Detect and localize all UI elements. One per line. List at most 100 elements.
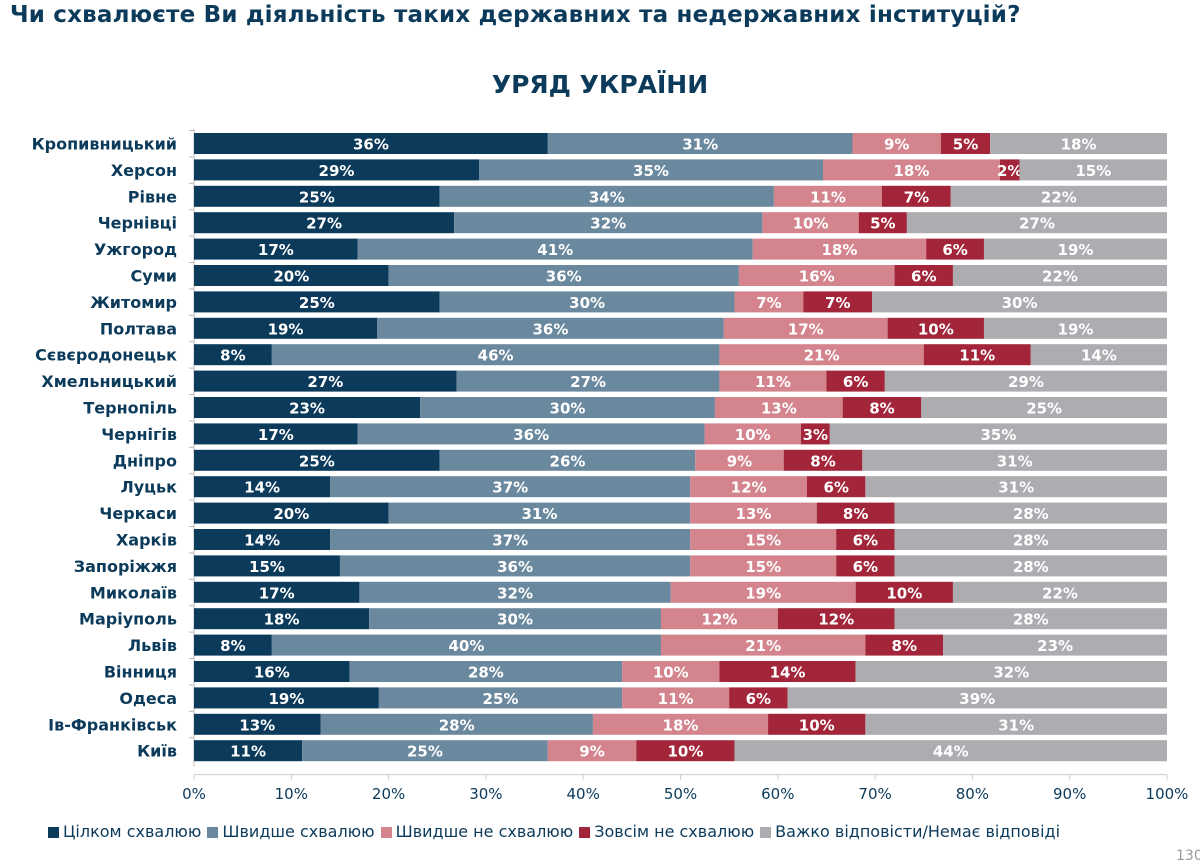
- legend-item: Цілком схвалюю: [48, 822, 201, 841]
- bar-segment: [855, 661, 1167, 682]
- data-label: 27%: [307, 373, 343, 391]
- bar-segment: [894, 502, 1167, 524]
- x-tick-label: 10%: [275, 785, 308, 803]
- data-label: 5%: [870, 215, 895, 233]
- bar-segment: [865, 634, 944, 656]
- data-label: 26%: [550, 452, 586, 470]
- bar-segment: [865, 476, 1167, 498]
- data-label: 10%: [653, 664, 689, 682]
- bar-segment: [800, 423, 830, 445]
- bar-segment: [479, 159, 824, 181]
- bar-segment: [906, 212, 1167, 234]
- data-label: 14%: [1081, 347, 1117, 365]
- data-label: 31%: [682, 136, 718, 154]
- bar-segment: [194, 740, 303, 762]
- data-label: 6%: [823, 479, 848, 497]
- category-label: Чернівці: [98, 214, 177, 233]
- data-label: 28%: [468, 664, 504, 682]
- category-label: Львів: [128, 636, 177, 655]
- bar-segment: [704, 423, 801, 445]
- data-label: 23%: [1037, 637, 1073, 655]
- bar-segment: [777, 608, 895, 630]
- bar-segment: [858, 212, 907, 234]
- data-label: 19%: [745, 584, 781, 602]
- data-label: 25%: [299, 452, 335, 470]
- x-tick-label: 20%: [372, 785, 405, 803]
- category-label: Сєвєродонецьк: [35, 346, 177, 365]
- data-label: 37%: [492, 479, 528, 497]
- data-label: 20%: [273, 505, 309, 523]
- data-label: 36%: [546, 268, 582, 286]
- bar-segment: [881, 185, 951, 207]
- data-label: 20%: [273, 268, 309, 286]
- bar-segment: [194, 397, 421, 418]
- bar-segment: [456, 370, 720, 392]
- bar-segment: [439, 449, 696, 471]
- data-label: 28%: [1013, 611, 1049, 629]
- category-label: Полтава: [100, 319, 177, 338]
- x-tick-label: 50%: [664, 785, 697, 803]
- data-label: 17%: [258, 426, 294, 444]
- data-label: 8%: [810, 452, 835, 470]
- bar-segment: [592, 713, 769, 735]
- data-label: 10%: [799, 716, 835, 734]
- category-label: Луцьк: [120, 478, 177, 497]
- x-tick-label: 100%: [1146, 785, 1189, 803]
- data-label: 10%: [667, 743, 703, 761]
- bar-segment: [194, 476, 331, 498]
- category-label: Київ: [137, 742, 177, 761]
- data-label: 15%: [745, 558, 781, 576]
- category-label: Суми: [131, 267, 177, 286]
- data-label: 19%: [1058, 241, 1094, 259]
- bar-segment: [806, 476, 866, 498]
- category-label: Дніпро: [113, 451, 177, 470]
- data-label: 32%: [497, 584, 533, 602]
- data-label: 28%: [1013, 505, 1049, 523]
- data-label: 13%: [239, 716, 275, 734]
- data-label: 31%: [998, 716, 1034, 734]
- bar-segment: [1019, 159, 1167, 181]
- bar-segment: [439, 291, 735, 313]
- data-label: 9%: [579, 743, 604, 761]
- bar-segment: [636, 740, 735, 762]
- data-label: 28%: [439, 716, 475, 734]
- legend-label: Швидше не схвалюю: [395, 822, 574, 841]
- category-label: Ів-Франківськ: [48, 715, 177, 734]
- data-label: 6%: [911, 268, 936, 286]
- data-label: 8%: [220, 637, 245, 655]
- data-label: 12%: [701, 611, 737, 629]
- data-label: 11%: [959, 347, 995, 365]
- data-label: 30%: [1002, 294, 1038, 312]
- bar-segment: [377, 317, 724, 339]
- bar-segment: [622, 687, 730, 709]
- bar-segment: [271, 344, 720, 366]
- data-label: 8%: [892, 637, 917, 655]
- data-label: 36%: [532, 320, 568, 338]
- data-label: 36%: [497, 558, 533, 576]
- bar-segment: [983, 317, 1167, 339]
- bar-segment: [734, 740, 1167, 762]
- data-label: 13%: [761, 400, 797, 418]
- data-label: 2%: [997, 162, 1022, 180]
- data-label: 22%: [1042, 584, 1078, 602]
- data-label: 14%: [244, 479, 280, 497]
- bar-segment: [695, 449, 784, 471]
- data-label: 17%: [258, 241, 294, 259]
- bar-segment: [999, 159, 1020, 181]
- bar-segment: [194, 265, 389, 286]
- bar-segment: [734, 291, 804, 313]
- question-heading: Чи схвалюєте Ви діяльність таких державн…: [10, 2, 1021, 28]
- data-label: 10%: [918, 320, 954, 338]
- bar-segment: [194, 317, 378, 339]
- data-label: 8%: [843, 505, 868, 523]
- legend-label: Важко відповісти/Немає відповіді: [775, 822, 1061, 841]
- category-label: Маріуполь: [79, 610, 177, 629]
- bar-segment: [803, 291, 873, 313]
- data-label: 10%: [793, 215, 829, 233]
- data-label: 7%: [825, 294, 850, 312]
- bar-segment: [661, 608, 778, 630]
- legend-swatch: [579, 827, 591, 838]
- bar-segment: [302, 740, 548, 762]
- bar-segment: [950, 185, 1167, 207]
- data-label: 12%: [818, 611, 854, 629]
